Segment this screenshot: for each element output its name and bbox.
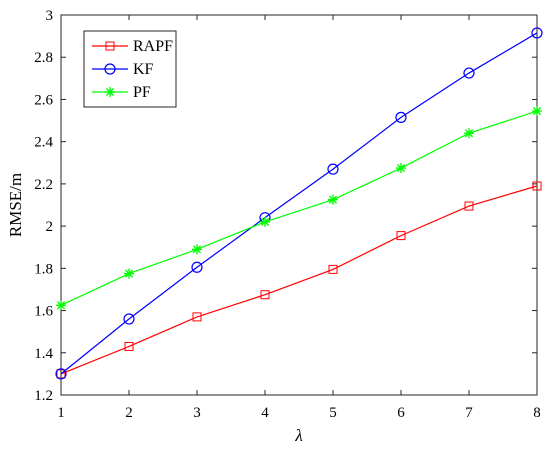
data-point-kf (191, 261, 203, 273)
y-tick-label: 2 (46, 219, 54, 235)
data-point-kf (531, 27, 543, 39)
legend-label: PF (133, 84, 151, 101)
y-tick-label: 2.6 (34, 92, 53, 108)
data-point-pf (532, 106, 542, 117)
x-tick-label: 7 (465, 405, 473, 421)
legend-marker (104, 63, 116, 75)
data-point-pf (124, 268, 134, 279)
x-tick-label: 6 (397, 405, 405, 421)
data-point-kf (327, 163, 339, 175)
data-point-pf (192, 244, 202, 255)
x-tick-label: 8 (533, 405, 541, 421)
y-tick-label: 1.6 (34, 304, 53, 320)
data-point-pf (328, 194, 338, 205)
data-point-rapf (328, 264, 338, 274)
x-tick-label: 3 (193, 405, 201, 421)
x-tick-label: 2 (125, 405, 133, 421)
series-line-pf (60, 110, 538, 306)
y-tick-label: 1.2 (34, 388, 53, 404)
data-point-kf (395, 111, 407, 123)
series-line-kf (60, 32, 538, 375)
x-tick-label: 4 (261, 405, 269, 421)
legend-marker (105, 41, 115, 51)
data-point-rapf (56, 369, 66, 379)
series-lines (55, 27, 543, 380)
data-point-rapf (124, 341, 134, 351)
legend-label: RAPF (133, 38, 173, 55)
data-point-rapf (464, 201, 474, 211)
data-point-rapf (396, 231, 406, 241)
y-tick-label: 1.4 (34, 346, 53, 362)
data-point-pf (464, 128, 474, 139)
legend-label: KF (133, 61, 154, 78)
y-tick-label: 3 (46, 8, 54, 24)
data-point-pf (396, 163, 406, 174)
x-axis-label: λ (294, 426, 302, 445)
x-tick-label: 5 (329, 405, 337, 421)
data-point-rapf (260, 290, 270, 300)
data-point-rapf (192, 312, 202, 322)
data-point-pf (56, 300, 66, 311)
y-tick-label: 2.4 (34, 135, 53, 151)
axis-ticks: 1 2 3 4 5 6 7 8 1.2 1.4 1.6 1.8 2 2.2 2.4 2.6 2.8 3 (34, 8, 541, 421)
y-tick-label: 2.8 (34, 50, 53, 66)
data-point-rapf (532, 181, 542, 191)
legend-marker (105, 87, 115, 97)
data-point-pf (260, 216, 270, 227)
data-point-kf (123, 313, 135, 325)
y-tick-label: 1.8 (34, 261, 53, 277)
y-tick-label: 2.2 (34, 177, 53, 193)
data-point-kf (55, 368, 67, 380)
data-point-kf (463, 67, 475, 79)
legend: RAPF KF PF (83, 30, 177, 108)
y-axis-label: RMSE/m (6, 173, 25, 237)
series-line-rapf (60, 185, 538, 375)
x-tick-label: 1 (57, 405, 65, 421)
